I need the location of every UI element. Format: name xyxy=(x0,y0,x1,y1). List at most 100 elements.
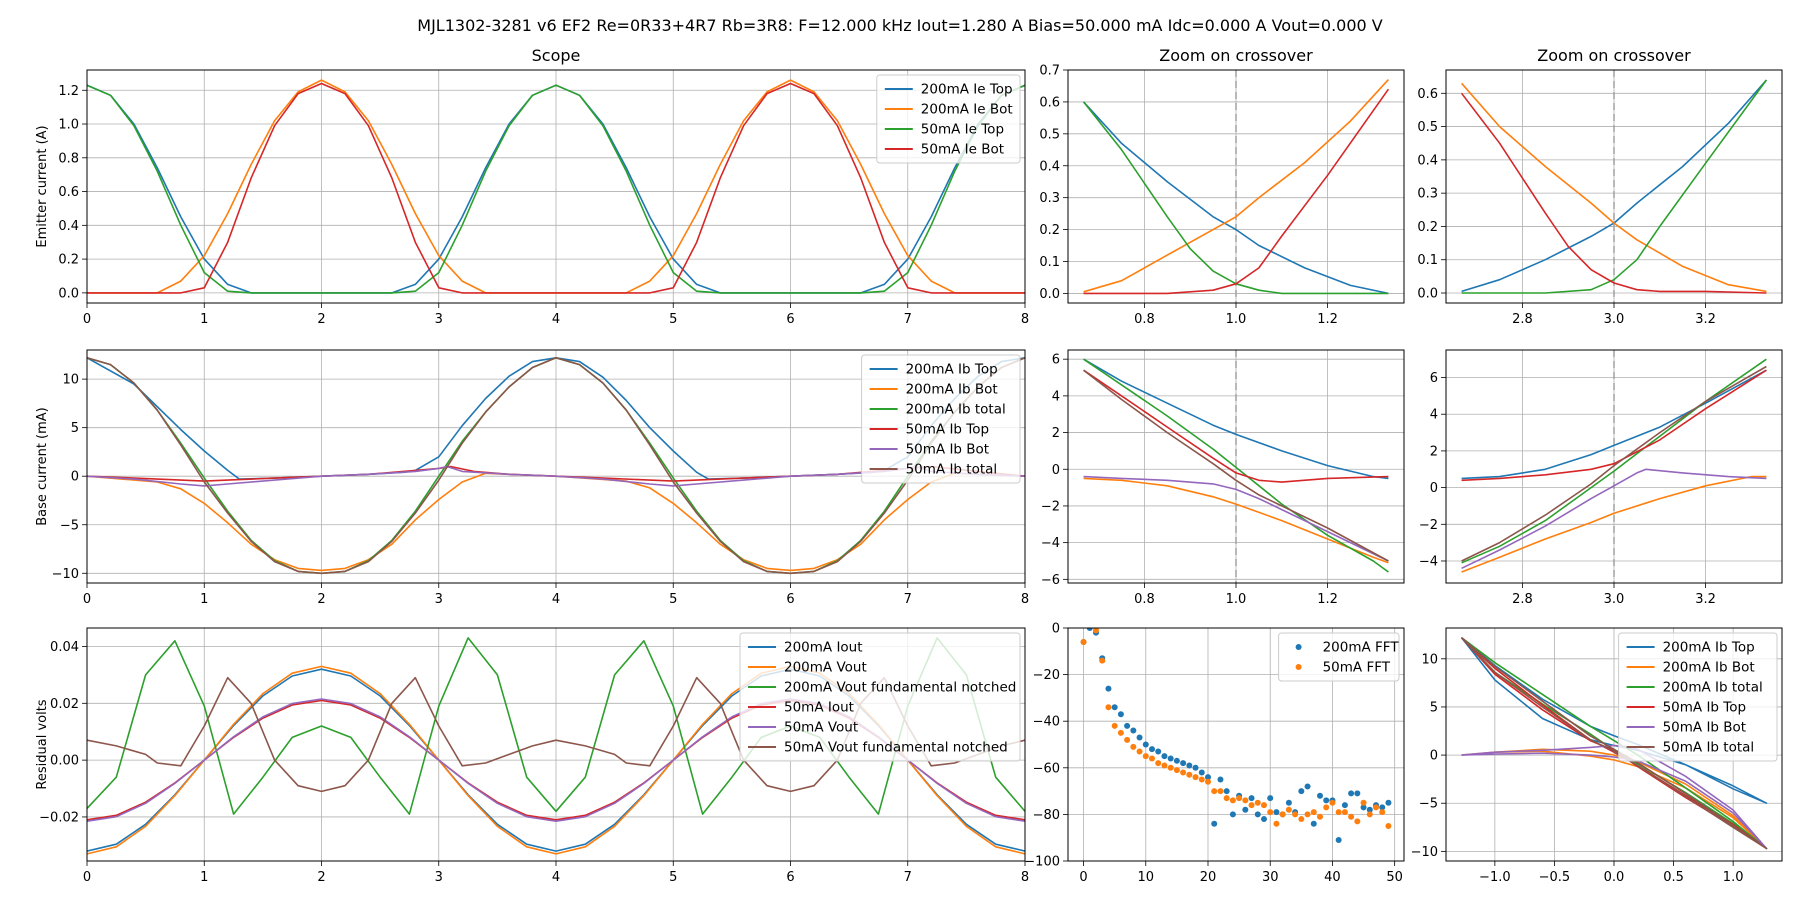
x-tick-label: 20 xyxy=(1200,870,1217,885)
series-50ma-fft-point xyxy=(1248,802,1255,809)
y-tick-label: 10 xyxy=(1421,652,1438,667)
legend: 200mA Ib Top 200mA Ib Bot 200mA Ib total 50… xyxy=(1618,632,1778,762)
series-50ma-fft-point xyxy=(1105,704,1112,711)
y-tick-label: −60 xyxy=(1033,761,1060,776)
y-tick-label: 0.0 xyxy=(58,286,79,301)
y-tick-label: −10 xyxy=(52,567,79,582)
series-50ma-fft-point xyxy=(1379,809,1386,816)
series-50ma-fft-point xyxy=(1279,811,1286,818)
series-50ma-fft-point xyxy=(1223,795,1230,802)
series-200ma-fft-point xyxy=(1379,804,1386,811)
y-tick-label: 0 xyxy=(71,470,79,485)
series-50ma-fft-point xyxy=(1267,809,1274,816)
chart-zoom3-ib: 2.8 3.0 3.2 −4 −2 0 2 4 6 xyxy=(1419,349,1783,607)
legend-label: 200mA Ie Top xyxy=(921,82,1013,98)
series-200ma-fft-point xyxy=(1261,816,1267,823)
series-50ma-fft-point xyxy=(1385,823,1392,830)
series-group xyxy=(1460,636,1768,850)
x-tick-label: 7 xyxy=(904,592,912,607)
series-50ma-ie-top-line xyxy=(87,84,1025,294)
series-50ma-ie-top-line xyxy=(1461,79,1768,294)
series-50ma-fft-point xyxy=(1198,776,1205,783)
series-50ma-fft-point xyxy=(1205,778,1211,785)
x-tick-label: 10 xyxy=(1138,870,1155,885)
x-tick-label: 2 xyxy=(317,870,325,885)
axes-frame xyxy=(1445,627,1783,862)
chart-zoom1-ie: 0.8 1.0 1.2 0.0 0.1 0.2 0.3 0.4 0.5 0.6 0.7 Zoom on… xyxy=(1039,46,1405,327)
x-tick-label: 0.0 xyxy=(1604,870,1625,885)
axes-frame xyxy=(86,349,1026,584)
x-tick-label: 30 xyxy=(1262,870,1279,885)
x-tick-label: 1 xyxy=(200,592,208,607)
legend-label: 200mA Ib Top xyxy=(906,362,998,378)
series-50ma-fft-point xyxy=(1149,755,1155,762)
x-tick-label: 8 xyxy=(1021,870,1029,885)
y-tick-label: 2 xyxy=(1430,444,1438,459)
legend-label: 50mA Ib Top xyxy=(1663,700,1746,716)
axes-title: Zoom on crossover xyxy=(1159,46,1313,65)
chart-fft: 0 10 20 30 40 50 −100 −80 −60 −40 −20 0 200mA FFT 50m… xyxy=(1024,622,1405,885)
series-200ma-ie-bot-line xyxy=(1460,82,1767,293)
series-200ma-ib-bot-line xyxy=(1461,475,1767,573)
series-50ma-fft-point xyxy=(1167,764,1174,771)
x-tick-label: 1 xyxy=(200,870,208,885)
series-200ma-fft-point xyxy=(1086,628,1093,631)
series-50ma-ib-bot-line xyxy=(1083,475,1389,562)
y-tick-label: 0.4 xyxy=(58,219,79,234)
x-tick-label: 6 xyxy=(786,312,794,327)
legend-label: 200mA Ib Bot xyxy=(1663,660,1755,676)
series-200ma-fft-point xyxy=(1335,837,1342,844)
series-200ma-fft-point xyxy=(1161,753,1168,760)
y-tick-label: −4 xyxy=(1419,554,1438,569)
x-tick-label: 50 xyxy=(1386,870,1403,885)
series-50ma-fft-point xyxy=(1186,771,1193,778)
series-50ma-fft-point xyxy=(1155,760,1162,767)
series-200ma-fft-point xyxy=(1229,811,1236,818)
series-200ma-fft-point xyxy=(1142,741,1149,748)
series-200ma-fft-point xyxy=(1180,760,1187,767)
series-50ma-ib-bot-line xyxy=(1461,744,1768,850)
series-50ma-fft-point xyxy=(1099,657,1106,664)
series-200ma-fft-point xyxy=(1298,788,1305,795)
series-200ma-fft-point xyxy=(1198,769,1205,776)
y-tick-label: 0.5 xyxy=(1039,127,1060,142)
legend-label: 50mA Vout xyxy=(784,720,858,736)
x-tick-label: 0.8 xyxy=(1134,592,1155,607)
series-50ma-ib-total-line xyxy=(1461,365,1767,562)
series-200ma-fft-point xyxy=(1310,820,1317,827)
series-50ma-fft-point xyxy=(1117,729,1124,736)
series-50ma-fft-point xyxy=(1317,813,1323,820)
series-50ma-fft-point xyxy=(1192,774,1199,781)
y-tick-label: −2 xyxy=(1041,499,1060,514)
chart-scope-residual: 0 1 2 3 4 5 6 7 8 −0.02 0.00 0.02 0.04 Residual volts… xyxy=(35,627,1029,885)
axes-frame xyxy=(1067,349,1405,584)
legend-label: 200mA Ib Top xyxy=(1663,640,1755,656)
chart-zoom1-ib: 0.8 1.0 1.2 −6 −4 −2 0 2 4 6 xyxy=(1041,349,1405,607)
series-50ma-fft-point xyxy=(1161,762,1168,769)
legend-marker xyxy=(1295,644,1302,650)
series-200ma-fft-point xyxy=(1217,776,1224,783)
x-tick-label: 1.0 xyxy=(1226,312,1247,327)
series-200ma-fft-point xyxy=(1211,820,1218,827)
series-200ma-fft-point xyxy=(1136,734,1143,741)
x-tick-label: 8 xyxy=(1021,312,1029,327)
series-200ma-vout-fundamental-notched-line xyxy=(87,637,1025,815)
series-200ma-fft-point xyxy=(1317,792,1323,799)
series-200ma-fft-point xyxy=(1105,685,1112,692)
y-tick-label: 6 xyxy=(1430,371,1438,386)
x-tick-label: 3 xyxy=(435,592,443,607)
legend-label: 50mA Iout xyxy=(784,700,854,716)
x-tick-label: 1.2 xyxy=(1317,312,1338,327)
series-200ma-ie-top-line xyxy=(1083,101,1389,295)
y-tick-label: −10 xyxy=(1411,845,1438,860)
series-200ma-fft-point xyxy=(1167,755,1174,762)
y-axis-label: Residual volts xyxy=(35,699,50,789)
series-200ma-fft-point xyxy=(1385,799,1392,806)
legend-label: 50mA Ib total xyxy=(906,462,998,478)
series-50ma-fft-point xyxy=(1354,818,1361,825)
x-tick-label: 1 xyxy=(200,312,208,327)
x-tick-label: 3.0 xyxy=(1604,312,1625,327)
y-tick-label: 0.00 xyxy=(50,754,79,769)
x-tick-label: 1.0 xyxy=(1723,870,1744,885)
